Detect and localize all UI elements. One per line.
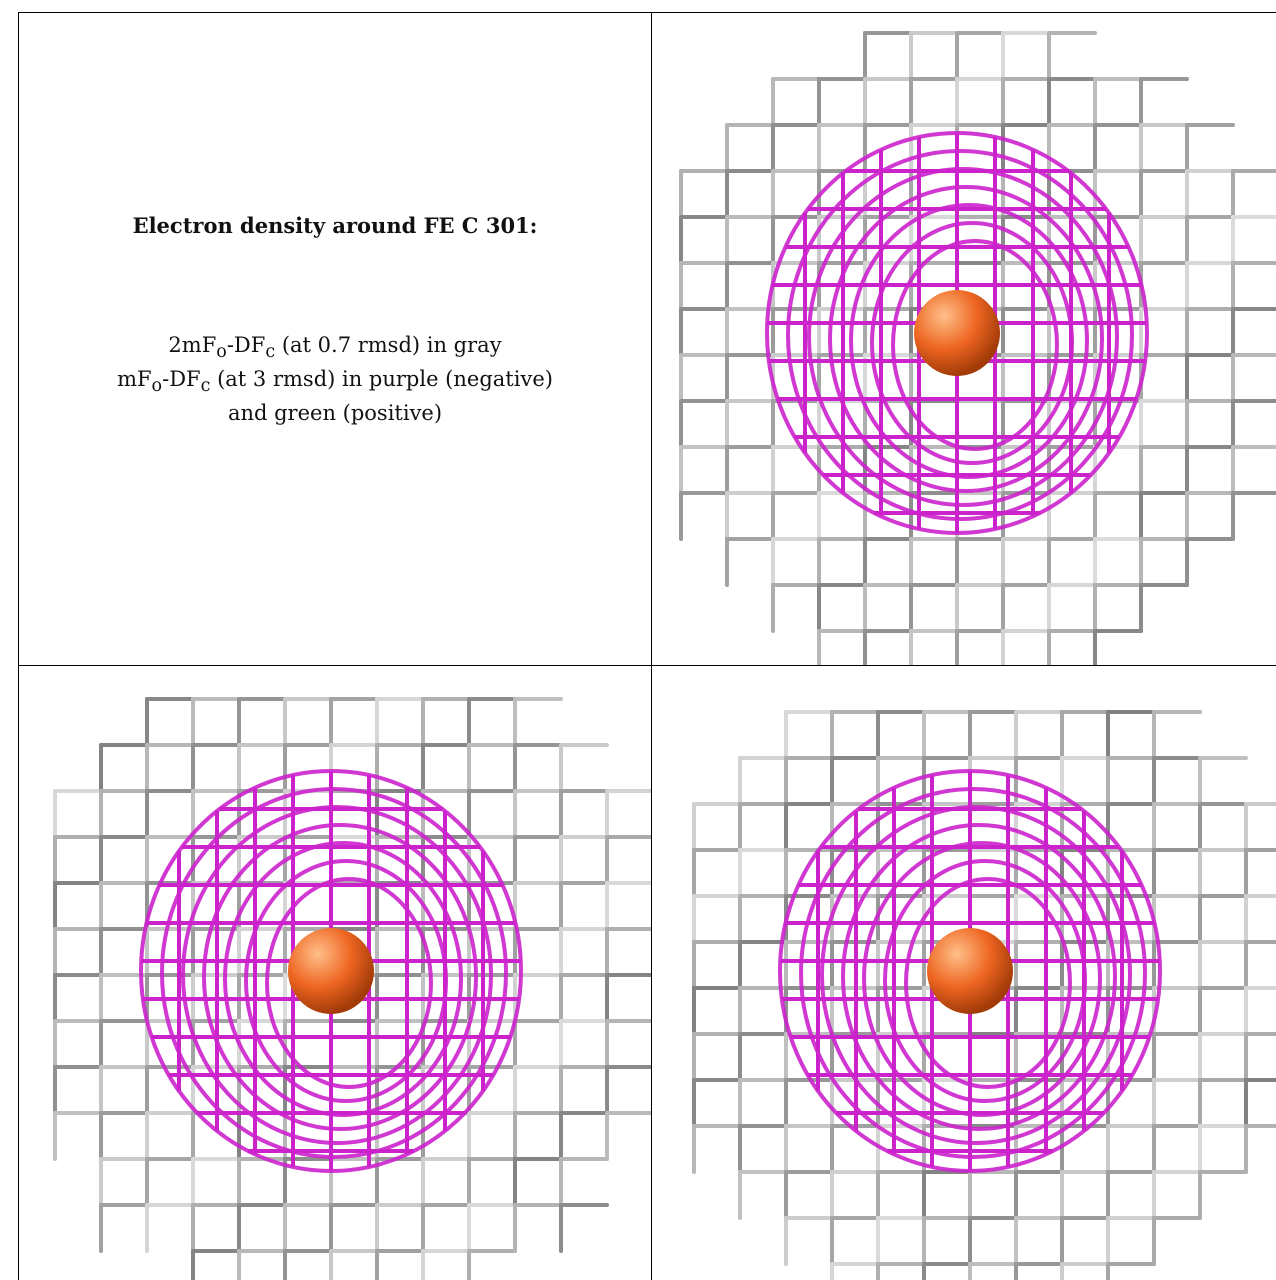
mesh-fofc-purple <box>765 131 1149 535</box>
iron-atom-sphere <box>927 928 1013 1014</box>
density-mesh-3 <box>692 710 1276 1280</box>
density-mesh-2 <box>53 697 651 1280</box>
density-mesh-1 <box>679 31 1276 665</box>
iron-atom-sphere <box>288 928 374 1014</box>
caption-title: Electron density around FE C 301: <box>132 213 538 238</box>
density-view-3[interactable] <box>651 665 1276 1280</box>
caption-panel: Electron density around FE C 301: 2mFo-D… <box>18 12 651 665</box>
mesh-fofc-purple <box>778 769 1162 1173</box>
mesh-2fofc-gray <box>692 710 1276 1280</box>
legend-line-positive: and green (positive) <box>227 400 443 425</box>
iron-atom-sphere <box>914 290 1000 376</box>
caption-legend: 2mFo-DFc (at 0.7 rmsd) in gray mFo-DFc (… <box>19 331 651 427</box>
density-view-1[interactable] <box>651 12 1276 665</box>
legend-line-2fofc: 2mFo-DFc (at 0.7 rmsd) in gray <box>168 333 502 363</box>
legend-line-fofc: mFo-DFc (at 3 rmsd) in purple (negative) <box>117 366 553 396</box>
density-view-2[interactable] <box>18 665 651 1280</box>
